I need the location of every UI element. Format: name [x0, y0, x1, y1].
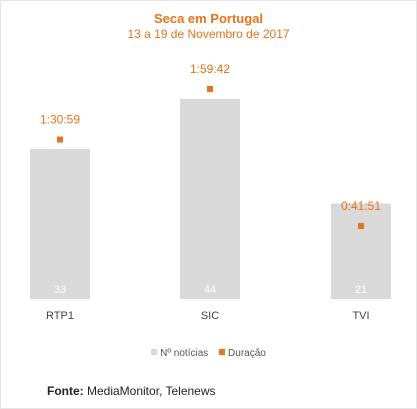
- duration-marker-sic: [207, 86, 213, 92]
- bar-value-label-tvi: 21: [355, 284, 367, 296]
- legend-swatch-duracao: [219, 349, 226, 355]
- category-label-rtp1: RTP1: [46, 310, 74, 322]
- legend-label-duracao: Duração: [228, 348, 266, 359]
- legend-item-noticias: Nº notícias: [151, 348, 208, 359]
- legend-label-noticias: Nº notícias: [160, 348, 209, 359]
- bar-value-label-sic: 44: [204, 284, 216, 296]
- duration-marker-rtp1: [57, 136, 63, 143]
- category-label-tvi: TVI: [352, 310, 369, 322]
- chart-title: Seca em Portugal: [153, 11, 264, 26]
- source-text: MediaMonitor, Telenews: [83, 384, 216, 398]
- bar-value-label-rtp1: 33: [54, 284, 66, 296]
- bar-rtp1: [30, 149, 90, 299]
- source-note: Fonte: MediaMonitor, Telenews: [47, 384, 216, 398]
- chart-legend: Nº notícias Duração: [1, 348, 416, 359]
- legend-swatch-noticias: [151, 349, 158, 355]
- duration-marker-tvi: [358, 223, 364, 229]
- bar-tvi: [331, 203, 391, 299]
- category-label-sic: SIC: [201, 310, 219, 322]
- chart-plot-area: 33 RTP1 1:30:59 44 SIC 1:59:42 21 TVI 0:41:51: [30, 62, 391, 322]
- source-label: Fonte:: [47, 384, 84, 398]
- bar-sic: [180, 99, 240, 299]
- chart-subtitle: 13 a 19 de Novembro de 2017: [127, 27, 290, 41]
- legend-item-duracao: Duração: [219, 348, 266, 359]
- duration-label-rtp1: 1:30:59: [40, 113, 80, 127]
- duration-label-sic: 1:59:42: [190, 62, 230, 76]
- duration-label-tvi: 0:41:51: [341, 199, 381, 213]
